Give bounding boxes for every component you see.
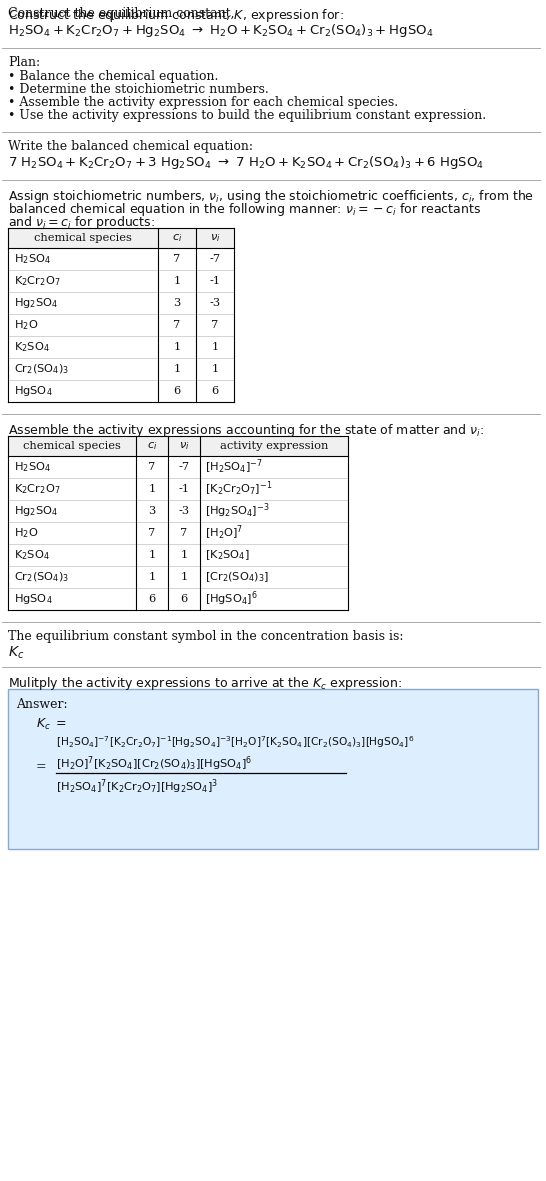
Text: $\mathregular{H_2O}$: $\mathregular{H_2O}$ — [14, 318, 38, 332]
Text: $\mathregular{HgSO_4}$: $\mathregular{HgSO_4}$ — [14, 384, 52, 398]
Text: -1: -1 — [179, 484, 189, 494]
Text: $\mathregular{K_2SO_4}$: $\mathregular{K_2SO_4}$ — [14, 340, 50, 354]
Text: Assemble the activity expressions accounting for the state of matter and $\nu_i$: Assemble the activity expressions accoun… — [8, 422, 484, 439]
Text: 1: 1 — [174, 276, 181, 286]
Bar — [8, 456, 348, 478]
Text: $\mathregular{7\ H_2SO_4 + K_2Cr_2O_7 + 3\ Hg_2SO_4}$$\ \rightarrow\ $$\mathregu: $\mathregular{7\ H_2SO_4 + K_2Cr_2O_7 + … — [8, 154, 484, 171]
Bar — [8, 588, 348, 611]
Text: $\mathregular{HgSO_4}$: $\mathregular{HgSO_4}$ — [14, 592, 52, 606]
Bar — [8, 292, 234, 314]
Text: -3: -3 — [179, 505, 189, 516]
Text: 1: 1 — [211, 342, 218, 352]
Bar — [8, 380, 234, 402]
Text: $\mathregular{[Cr_2(SO_4)_3]}$: $\mathregular{[Cr_2(SO_4)_3]}$ — [205, 570, 269, 583]
Text: 7: 7 — [149, 462, 156, 472]
Text: $\mathregular{Hg_2SO_4}$: $\mathregular{Hg_2SO_4}$ — [14, 296, 58, 309]
Text: 1: 1 — [174, 342, 181, 352]
Text: $\mathregular{[H_2SO_4]^{-7}[K_2Cr_2O_7]^{-1}[Hg_2SO_4]^{-3}[H_2O]^7[K_2SO_4][Cr: $\mathregular{[H_2SO_4]^{-7}[K_2Cr_2O_7]… — [56, 735, 414, 750]
Text: $c_i$: $c_i$ — [147, 441, 157, 452]
Text: 3: 3 — [149, 505, 156, 516]
Text: and $\nu_i = c_i$ for products:: and $\nu_i = c_i$ for products: — [8, 214, 155, 231]
Bar — [8, 436, 348, 456]
Text: $\mathregular{K_2Cr_2O_7}$: $\mathregular{K_2Cr_2O_7}$ — [14, 274, 61, 288]
Text: $K_c\ =$: $K_c\ =$ — [36, 717, 67, 732]
Bar — [8, 689, 538, 849]
Text: $\mathregular{[H_2SO_4]^{-7}}$: $\mathregular{[H_2SO_4]^{-7}}$ — [205, 458, 263, 476]
Bar — [8, 248, 234, 270]
Text: $c_i$: $c_i$ — [172, 233, 182, 244]
Text: -3: -3 — [210, 298, 221, 308]
Text: $\nu_i$: $\nu_i$ — [210, 233, 220, 244]
Text: 1: 1 — [149, 484, 156, 494]
Text: Assign stoichiometric numbers, $\nu_i$, using the stoichiometric coefficients, $: Assign stoichiometric numbers, $\nu_i$, … — [8, 188, 534, 205]
Text: $K_c$: $K_c$ — [8, 645, 25, 661]
Text: $\mathregular{[H_2O]^7}$: $\mathregular{[H_2O]^7}$ — [205, 524, 244, 542]
Text: 3: 3 — [174, 298, 181, 308]
Text: $\mathregular{H_2O}$: $\mathregular{H_2O}$ — [14, 526, 38, 540]
Bar — [8, 566, 348, 588]
Text: $\mathregular{[H_2SO_4]^7[K_2Cr_2O_7][Hg_2SO_4]^3}$: $\mathregular{[H_2SO_4]^7[K_2Cr_2O_7][Hg… — [56, 777, 218, 796]
Text: balanced chemical equation in the following manner: $\nu_i = -c_i$ for reactants: balanced chemical equation in the follow… — [8, 201, 481, 218]
Bar — [8, 228, 234, 248]
Text: 1: 1 — [149, 572, 156, 582]
Text: • Determine the stoichiometric numbers.: • Determine the stoichiometric numbers. — [8, 83, 269, 96]
Text: 7: 7 — [174, 254, 181, 265]
Text: $\mathregular{[HgSO_4]^6}$: $\mathregular{[HgSO_4]^6}$ — [205, 589, 258, 608]
Text: $\mathregular{[K_2SO_4]}$: $\mathregular{[K_2SO_4]}$ — [205, 548, 250, 562]
Text: $\mathregular{K_2Cr_2O_7}$: $\mathregular{K_2Cr_2O_7}$ — [14, 482, 61, 496]
Text: 6: 6 — [180, 594, 188, 603]
Bar — [8, 478, 348, 500]
Text: $\mathregular{H_2SO_4 + K_2Cr_2O_7 + Hg_2SO_4}$$\ \rightarrow\ $$\mathregular{H_: $\mathregular{H_2SO_4 + K_2Cr_2O_7 + Hg_… — [8, 22, 434, 39]
Text: chemical species: chemical species — [23, 441, 121, 451]
Bar — [8, 337, 234, 358]
Text: 7: 7 — [149, 528, 156, 539]
Text: $\mathregular{Hg_2SO_4}$: $\mathregular{Hg_2SO_4}$ — [14, 504, 58, 518]
Bar — [8, 500, 348, 522]
Text: 1: 1 — [174, 364, 181, 374]
Text: Mulitply the activity expressions to arrive at the $K_c$ expression:: Mulitply the activity expressions to arr… — [8, 676, 402, 692]
Bar — [8, 314, 234, 337]
Text: Plan:: Plan: — [8, 56, 40, 68]
Text: Construct the equilibrium constant, $K$, expression for:: Construct the equilibrium constant, $K$,… — [8, 7, 344, 24]
Text: -1: -1 — [210, 276, 221, 286]
Text: 7: 7 — [180, 528, 188, 539]
Text: • Assemble the activity expression for each chemical species.: • Assemble the activity expression for e… — [8, 96, 398, 109]
Text: Answer:: Answer: — [16, 698, 68, 711]
Text: =: = — [36, 761, 46, 774]
Text: $\mathregular{Cr_2(SO_4)_3}$: $\mathregular{Cr_2(SO_4)_3}$ — [14, 363, 69, 376]
Text: Write the balanced chemical equation:: Write the balanced chemical equation: — [8, 141, 253, 154]
Text: 7: 7 — [174, 320, 181, 329]
Text: chemical species: chemical species — [34, 233, 132, 243]
Text: • Balance the chemical equation.: • Balance the chemical equation. — [8, 70, 218, 83]
Bar — [8, 358, 234, 380]
Text: $\nu_i$: $\nu_i$ — [179, 441, 189, 452]
Text: 1: 1 — [180, 572, 188, 582]
Bar — [8, 270, 234, 292]
Text: -7: -7 — [179, 462, 189, 472]
Text: 6: 6 — [149, 594, 156, 603]
Text: $\mathregular{[K_2Cr_2O_7]^{-1}}$: $\mathregular{[K_2Cr_2O_7]^{-1}}$ — [205, 479, 272, 498]
Bar — [8, 544, 348, 566]
Text: 6: 6 — [174, 386, 181, 396]
Text: • Use the activity expressions to build the equilibrium constant expression.: • Use the activity expressions to build … — [8, 109, 486, 122]
Bar — [8, 522, 348, 544]
Text: 1: 1 — [211, 364, 218, 374]
Text: $\mathregular{K_2SO_4}$: $\mathregular{K_2SO_4}$ — [14, 548, 50, 562]
Text: 1: 1 — [180, 550, 188, 560]
Text: $\mathregular{[H_2O]^7[K_2SO_4][Cr_2(SO_4)_3][HgSO_4]^6}$: $\mathregular{[H_2O]^7[K_2SO_4][Cr_2(SO_… — [56, 753, 252, 772]
Text: activity expression: activity expression — [220, 441, 328, 451]
Text: $\mathregular{H_2SO_4}$: $\mathregular{H_2SO_4}$ — [14, 461, 51, 474]
Text: -7: -7 — [210, 254, 221, 265]
Text: $\mathregular{Cr_2(SO_4)_3}$: $\mathregular{Cr_2(SO_4)_3}$ — [14, 570, 69, 583]
Text: 6: 6 — [211, 386, 218, 396]
Text: $\mathregular{[Hg_2SO_4]^{-3}}$: $\mathregular{[Hg_2SO_4]^{-3}}$ — [205, 502, 270, 521]
Text: $\mathregular{H_2SO_4}$: $\mathregular{H_2SO_4}$ — [14, 252, 51, 266]
Text: 1: 1 — [149, 550, 156, 560]
Text: The equilibrium constant symbol in the concentration basis is:: The equilibrium constant symbol in the c… — [8, 629, 403, 642]
Text: 7: 7 — [211, 320, 218, 329]
Text: Construct the equilibrium constant,: Construct the equilibrium constant, — [8, 7, 239, 20]
